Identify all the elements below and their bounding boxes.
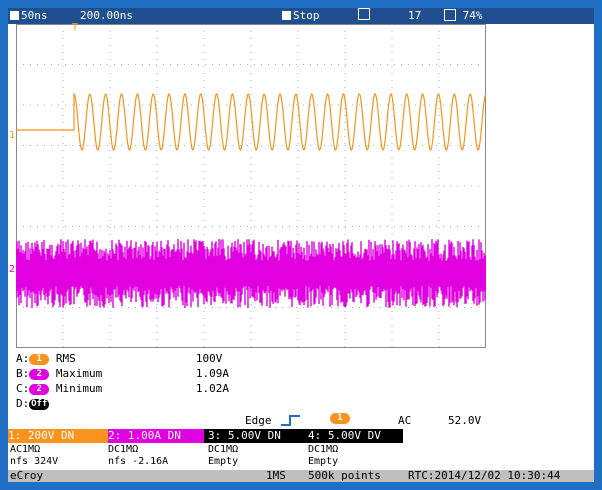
measurement-a[interactable]: A: 1 RMS 100V — [16, 352, 223, 365]
off-badge: Off — [29, 398, 50, 410]
channel-bar: 1: 200V DN 2: 1.00A DN 3: 5.00V DN 4: 5.… — [8, 429, 403, 443]
status-bar: 50ns 200.00ns Stop 17 74% — [8, 8, 594, 24]
sweep-count: 17 — [408, 9, 422, 22]
plot-frame — [16, 24, 486, 348]
ch3-value: Empty — [208, 456, 239, 467]
channel-3-tab[interactable]: 3: 5.00V DN — [208, 429, 281, 442]
ch1-badge: 1 — [29, 353, 50, 365]
delay-readout[interactable]: 200.00ns — [80, 9, 133, 22]
rtc-clock: RTC:2014/12/02 10:30:44 — [408, 469, 561, 482]
ch1-coupling: AC1MΩ — [10, 444, 41, 455]
ch2-value: nfs -2.16A — [108, 456, 169, 467]
ch1-waveform — [16, 92, 486, 151]
channel-details: AC1MΩ nfs 324V DC1MΩ nfs -2.16A DC1MΩ Em… — [8, 443, 403, 469]
ch2-waveform — [16, 239, 486, 308]
bottom-status-bar: eCroy 1MS 500k points RTC:2014/12/02 10:… — [8, 470, 594, 482]
stop-icon — [282, 11, 291, 20]
ch2-coupling: DC1MΩ — [108, 444, 139, 455]
record-length: 500k points — [308, 469, 381, 482]
ch1-value: nfs 324V — [10, 456, 59, 467]
zoom-icon — [444, 9, 456, 21]
grid-icon — [10, 11, 19, 20]
waveform-svg — [16, 24, 486, 348]
zoom-readout[interactable]: 74% — [444, 8, 483, 24]
trigger-row[interactable]: Edge 1 AC 52.0V — [8, 413, 594, 429]
ch1-marker[interactable]: 1 — [9, 130, 16, 141]
timebase-readout[interactable]: 50ns — [10, 8, 48, 24]
ch3-coupling: DC1MΩ — [208, 444, 239, 455]
acq-rate: 1MS — [266, 469, 286, 482]
ch4-value: Empty — [308, 456, 339, 467]
measurement-d[interactable]: D: Off — [16, 397, 50, 410]
channel-4-tab[interactable]: 4: 5.00V DV — [308, 429, 381, 442]
trigger-level: 52.0V — [448, 414, 482, 427]
ch2-badge: 2 — [29, 383, 50, 395]
trigger-coupling: AC — [398, 414, 412, 427]
run-mode[interactable]: Stop — [282, 8, 320, 24]
ch4-coupling: DC1MΩ — [308, 444, 339, 455]
channel-2-tab[interactable]: 2: 1.00A DN — [108, 429, 204, 443]
ch2-badge: 2 — [29, 368, 50, 380]
ch2-marker[interactable]: 2 — [9, 264, 16, 275]
waveform-plot[interactable]: 1 2 T — [9, 22, 486, 348]
edge-rising-icon — [280, 413, 302, 432]
trigger-marker[interactable]: T — [72, 22, 79, 33]
trigger-type: Edge — [245, 414, 272, 427]
channel-1-tab[interactable]: 1: 200V DN — [8, 429, 108, 443]
brand-logo: eCroy — [10, 469, 44, 482]
measurement-c[interactable]: C: 2 Minimum 1.02A — [16, 382, 229, 395]
measurement-b[interactable]: B: 2 Maximum 1.09A — [16, 367, 229, 380]
scope-screen: 50ns 200.00ns Stop 17 74% 1 2 T A: 1 RMS 1… — [8, 8, 594, 482]
